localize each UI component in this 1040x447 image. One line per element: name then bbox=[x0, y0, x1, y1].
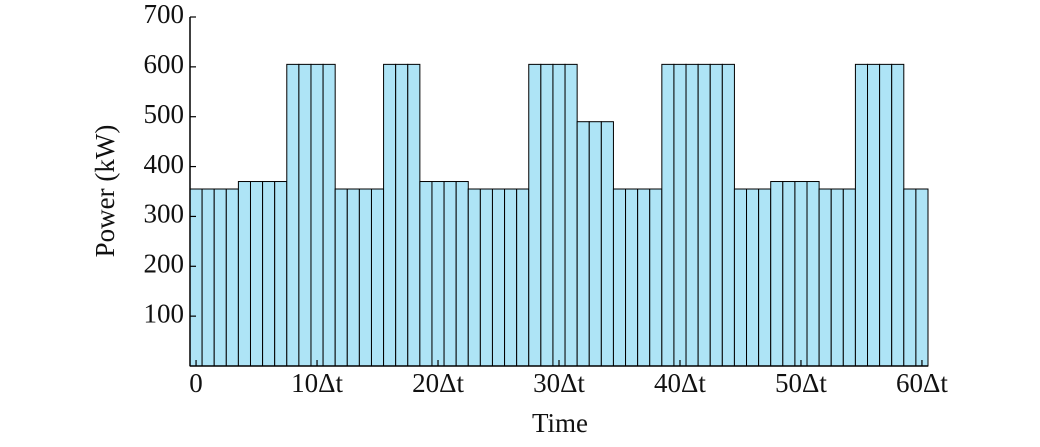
bar bbox=[564, 63, 578, 367]
bar bbox=[661, 63, 675, 367]
x-tick-label: 60Δt bbox=[896, 368, 948, 398]
bar bbox=[673, 63, 687, 367]
x-tick-label: 0 bbox=[189, 368, 203, 398]
bar bbox=[455, 181, 469, 367]
bar bbox=[733, 188, 748, 367]
x-axis-label: Time bbox=[532, 408, 588, 438]
bar bbox=[310, 63, 324, 367]
bar bbox=[201, 188, 215, 367]
x-tick-label: 30Δt bbox=[533, 368, 585, 398]
bar bbox=[540, 63, 554, 367]
bar bbox=[552, 63, 566, 367]
bar bbox=[709, 63, 723, 367]
bar bbox=[637, 188, 651, 367]
bar bbox=[867, 63, 881, 367]
bar bbox=[262, 181, 276, 367]
bar bbox=[467, 188, 481, 367]
bar bbox=[697, 63, 711, 367]
bar bbox=[225, 188, 239, 367]
bar bbox=[588, 121, 602, 367]
bar bbox=[842, 188, 856, 367]
bar bbox=[576, 121, 590, 367]
y-tick-label: 400 bbox=[144, 149, 185, 179]
x-tick-label: 10Δt bbox=[291, 368, 343, 398]
bar bbox=[504, 188, 518, 367]
bar bbox=[600, 121, 614, 367]
bar bbox=[479, 188, 493, 367]
bar bbox=[516, 188, 530, 367]
bar bbox=[346, 188, 360, 367]
bar bbox=[249, 181, 264, 367]
bar bbox=[915, 188, 929, 367]
bar bbox=[830, 188, 844, 367]
y-tick-label: 100 bbox=[144, 298, 185, 328]
bar bbox=[528, 63, 542, 367]
bar bbox=[612, 188, 627, 367]
bar bbox=[443, 181, 457, 367]
bar bbox=[649, 188, 663, 367]
bar bbox=[322, 63, 336, 367]
bar bbox=[431, 181, 445, 367]
bar bbox=[794, 181, 808, 367]
bar bbox=[237, 181, 251, 367]
bar bbox=[286, 63, 300, 367]
x-tick-label: 40Δt bbox=[654, 368, 706, 398]
bar bbox=[806, 181, 820, 367]
bar bbox=[274, 181, 288, 367]
y-axis-label: Power (kW) bbox=[90, 125, 120, 258]
bar bbox=[625, 188, 639, 367]
x-tick-label: 20Δt bbox=[412, 368, 464, 398]
bar bbox=[854, 63, 869, 367]
bar bbox=[758, 188, 772, 367]
bar bbox=[746, 188, 760, 367]
bar bbox=[334, 188, 348, 367]
bar bbox=[891, 63, 905, 367]
x-tick-label: 50Δt bbox=[775, 368, 827, 398]
bar bbox=[818, 188, 832, 367]
bar bbox=[407, 63, 421, 367]
bar bbox=[189, 188, 203, 367]
bar bbox=[383, 63, 397, 367]
bar bbox=[358, 188, 372, 367]
y-tick-label: 500 bbox=[144, 99, 185, 129]
bar bbox=[782, 181, 796, 367]
bar bbox=[419, 181, 433, 367]
bar bbox=[491, 188, 506, 367]
y-tick-label: 700 bbox=[144, 0, 185, 29]
bar bbox=[721, 63, 735, 367]
bar bbox=[213, 188, 227, 367]
bar bbox=[298, 63, 312, 367]
bar bbox=[370, 188, 385, 367]
bar bbox=[395, 63, 409, 367]
y-tick-label: 300 bbox=[144, 199, 185, 229]
bar bbox=[879, 63, 893, 367]
y-tick-label: 200 bbox=[144, 248, 185, 278]
bar bbox=[770, 181, 784, 367]
bar bbox=[903, 188, 917, 367]
y-tick-label: 600 bbox=[144, 49, 185, 79]
bar bbox=[685, 63, 699, 367]
